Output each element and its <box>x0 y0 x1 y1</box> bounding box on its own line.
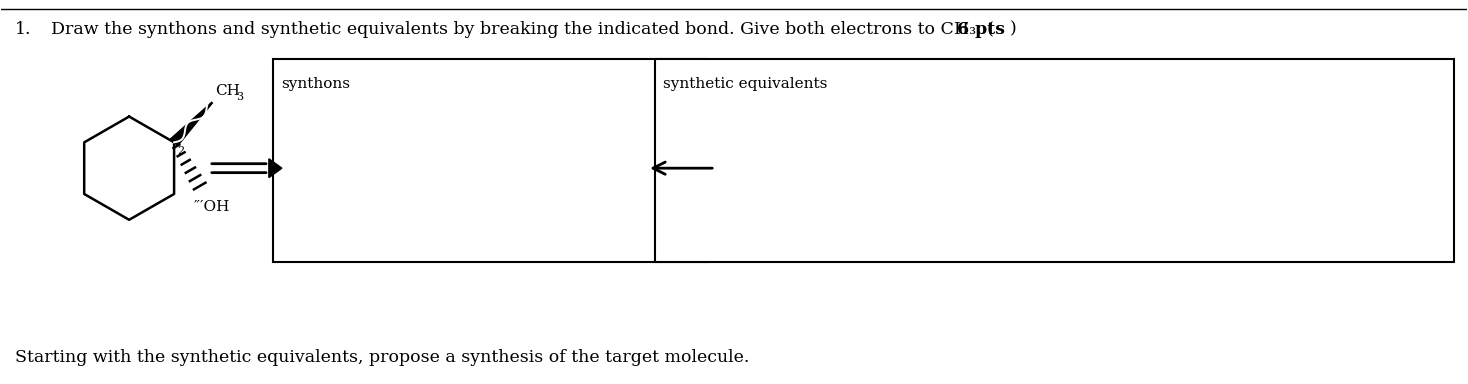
Text: 6 pts: 6 pts <box>957 21 1004 38</box>
Text: 2: 2 <box>178 146 184 156</box>
Text: CH: CH <box>214 84 239 98</box>
Bar <box>655 59 1453 263</box>
Text: 3: 3 <box>236 92 244 102</box>
Text: 1.: 1. <box>15 21 32 38</box>
Bar <box>273 59 708 263</box>
Text: Draw the synthons and synthetic equivalents by breaking the indicated bond. Give: Draw the synthons and synthetic equivale… <box>51 21 994 38</box>
Polygon shape <box>269 159 282 178</box>
Text: Starting with the synthetic equivalents, propose a synthesis of the target molec: Starting with the synthetic equivalents,… <box>15 349 750 366</box>
Polygon shape <box>170 102 213 146</box>
Text: synthons: synthons <box>280 77 349 91</box>
Text: synthetic equivalents: synthetic equivalents <box>664 77 828 91</box>
Text: ): ) <box>1010 21 1016 38</box>
Text: ′′′OH: ′′′OH <box>194 200 230 214</box>
